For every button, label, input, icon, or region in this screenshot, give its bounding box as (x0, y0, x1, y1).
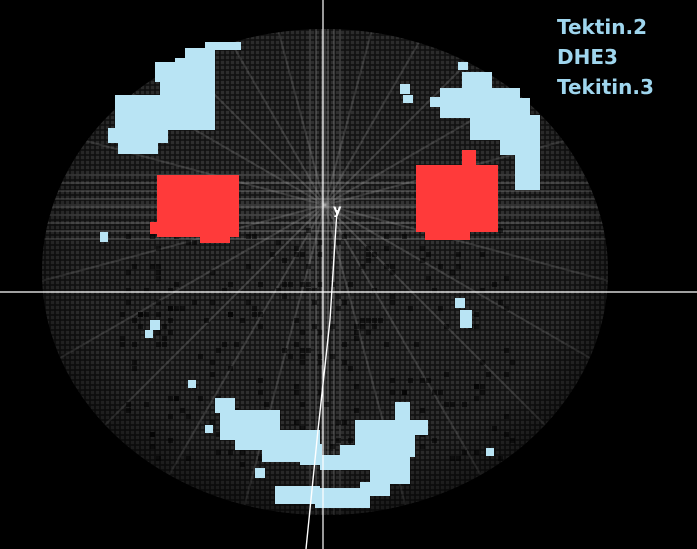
light-blue-region (100, 42, 540, 508)
legend: Tektin.2 DHE3 Tekitin.3 (557, 12, 654, 102)
legend-item-dhe3: DHE3 (557, 45, 618, 69)
red-region-right (416, 150, 498, 240)
legend-item-tektin2: Tektin.2 (557, 15, 648, 39)
axis-line (305, 209, 338, 549)
axis-marker-y: y (333, 203, 342, 218)
legend-item-tekitin3: Tekitin.3 (557, 75, 654, 99)
red-region-left (150, 175, 239, 243)
